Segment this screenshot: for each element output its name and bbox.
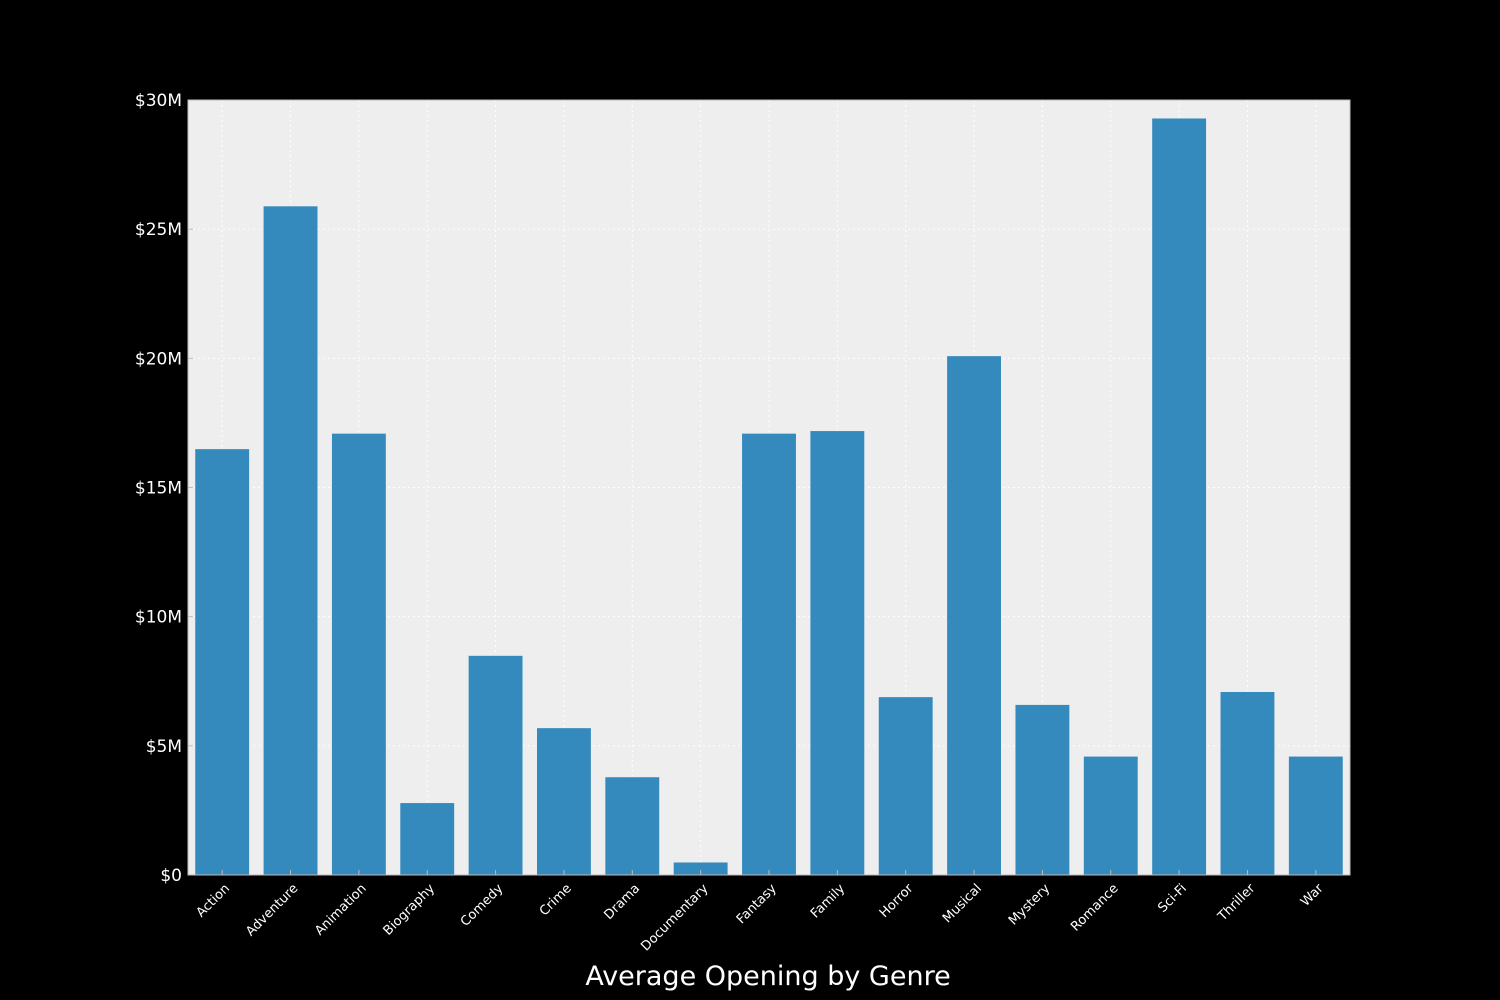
- bar-drama: [604, 776, 661, 876]
- bar-horror: [877, 696, 934, 876]
- x-tick-label: Action: [194, 881, 233, 920]
- x-tick-label: Documentary: [638, 881, 711, 954]
- x-tick-label: Musical: [940, 881, 985, 926]
- bars: [194, 117, 1344, 876]
- y-tick-label: $15M: [135, 479, 182, 499]
- y-tick-label: $20M: [135, 349, 182, 369]
- x-tick-label: Mystery: [1006, 881, 1053, 928]
- bar-animation: [331, 432, 387, 876]
- bar-thriller: [1219, 691, 1276, 876]
- x-tick-label: Biography: [381, 881, 439, 939]
- x-tick-label: Drama: [601, 881, 643, 923]
- x-tick-label: Fantasy: [734, 881, 780, 927]
- y-tick-label: $10M: [135, 608, 182, 628]
- y-tick-label: $30M: [135, 91, 182, 111]
- bar-adventure: [262, 205, 319, 876]
- bar-romance: [1083, 755, 1139, 876]
- bar-biography: [399, 802, 455, 876]
- x-axis: Action Adventure Animation Biography Comedy C…: [194, 870, 1327, 954]
- x-tick-label: War: [1298, 881, 1327, 910]
- x-tick-label: Romance: [1068, 881, 1121, 934]
- bar-fantasy: [741, 432, 797, 876]
- x-tick-label: Family: [808, 881, 848, 921]
- bar-comedy: [467, 655, 524, 876]
- y-tick-label: $25M: [135, 220, 182, 240]
- x-tick-label: Horror: [877, 881, 917, 921]
- x-tick-label: Thriller: [1215, 881, 1259, 925]
- y-tick-label: $0: [160, 866, 182, 886]
- x-tick-label: Sci-Fi: [1155, 881, 1190, 916]
- bar-crime: [536, 727, 592, 876]
- bar-war: [1288, 755, 1344, 876]
- bar-musical: [946, 355, 1002, 876]
- x-tick-label: Crime: [537, 881, 575, 919]
- y-axis: $0 $5M $10M $15M $20M $25M $30M: [135, 91, 193, 886]
- bar-family: [809, 430, 866, 876]
- bar-mystery: [1014, 704, 1071, 876]
- x-tick-label: Adventure: [243, 881, 301, 939]
- bar-action: [194, 448, 250, 876]
- bar-sci-fi: [1151, 117, 1207, 876]
- y-tick-label: $5M: [146, 737, 182, 757]
- x-tick-label: Comedy: [458, 881, 507, 930]
- x-axis-label: Average Opening by Genre: [585, 961, 950, 992]
- x-tick-label: Animation: [312, 881, 369, 938]
